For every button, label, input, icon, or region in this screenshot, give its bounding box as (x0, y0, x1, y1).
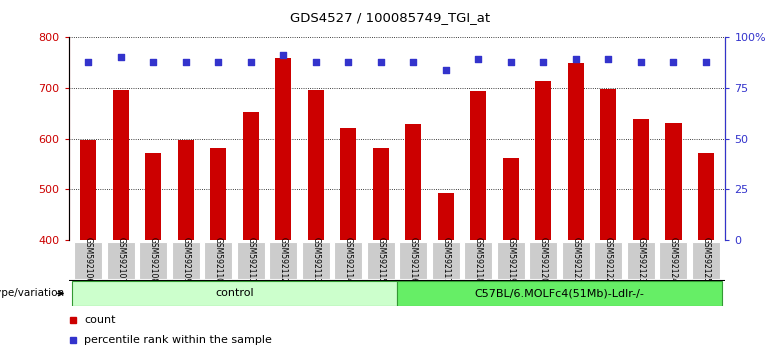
Bar (210, 148, 226, 240)
Text: GDS4527 / 100085749_TGI_at: GDS4527 / 100085749_TGI_at (290, 11, 490, 24)
Text: GSM592109: GSM592109 (181, 237, 190, 284)
Text: count: count (84, 315, 116, 325)
Point (407, 59, 420, 64)
Bar (112, 90, 129, 240)
Point (82, 59, 94, 64)
Point (310, 59, 322, 64)
Point (505, 59, 517, 64)
Text: GSM592120: GSM592120 (539, 237, 548, 284)
Text: GSM592112: GSM592112 (278, 238, 288, 283)
Bar (367, 242, 395, 279)
Text: GSM592115: GSM592115 (376, 237, 385, 284)
Bar (302, 242, 330, 279)
Text: GSM592108: GSM592108 (149, 237, 158, 284)
Bar (178, 140, 193, 240)
Bar (139, 242, 167, 279)
Text: GSM592124: GSM592124 (669, 237, 678, 284)
Text: percentile rank within the sample: percentile rank within the sample (84, 335, 272, 345)
Bar (237, 242, 264, 279)
Point (537, 59, 550, 64)
Point (440, 67, 452, 73)
Bar (307, 90, 324, 240)
Point (212, 59, 225, 64)
Point (115, 55, 127, 60)
Bar (665, 123, 682, 240)
Bar (432, 242, 459, 279)
Text: GSM592122: GSM592122 (604, 238, 613, 283)
Text: GSM592118: GSM592118 (473, 238, 483, 283)
Bar (80, 139, 96, 240)
Bar (172, 242, 200, 279)
Point (635, 59, 647, 64)
Bar (627, 242, 655, 279)
Text: GSM592113: GSM592113 (311, 237, 321, 284)
Text: C57BL/6.MOLFc4(51Mb)-Ldlr-/-: C57BL/6.MOLFc4(51Mb)-Ldlr-/- (475, 289, 644, 298)
Text: GSM592116: GSM592116 (409, 237, 418, 284)
Bar (659, 242, 687, 279)
Bar (497, 242, 525, 279)
Point (700, 59, 712, 64)
Bar (601, 90, 616, 240)
Bar (335, 242, 362, 279)
Point (472, 57, 484, 62)
Text: GSM592119: GSM592119 (506, 237, 516, 284)
Point (667, 59, 679, 64)
Bar (438, 193, 454, 240)
Bar (692, 242, 720, 279)
Bar (464, 242, 492, 279)
Bar (405, 124, 421, 240)
Text: GSM592125: GSM592125 (701, 237, 711, 284)
Bar (373, 148, 389, 240)
Bar (74, 242, 102, 279)
Bar (594, 242, 622, 279)
Text: GSM592123: GSM592123 (636, 237, 645, 284)
Bar (399, 242, 427, 279)
Text: GSM592107: GSM592107 (116, 237, 125, 284)
Bar (535, 81, 551, 240)
Bar (633, 119, 649, 240)
Text: GSM592110: GSM592110 (214, 237, 223, 284)
Bar (502, 158, 519, 240)
Bar (397, 281, 722, 306)
Bar (698, 153, 714, 240)
Bar (107, 242, 135, 279)
Point (342, 59, 354, 64)
Bar (562, 242, 590, 279)
Bar (72, 281, 397, 306)
Point (179, 59, 192, 64)
Bar (470, 91, 487, 240)
Bar (204, 242, 232, 279)
Bar (340, 128, 356, 240)
Text: genotype/variation: genotype/variation (0, 289, 65, 298)
Text: GSM592121: GSM592121 (571, 238, 580, 283)
Bar (275, 58, 292, 240)
Text: GSM592117: GSM592117 (441, 237, 450, 284)
Bar (269, 242, 297, 279)
Text: GSM592114: GSM592114 (344, 237, 353, 284)
Point (147, 59, 159, 64)
Point (244, 59, 257, 64)
Bar (243, 112, 259, 240)
Point (569, 57, 582, 62)
Bar (530, 242, 557, 279)
Text: GSM592106: GSM592106 (83, 237, 93, 284)
Point (277, 53, 289, 58)
Point (374, 59, 387, 64)
Text: control: control (215, 289, 254, 298)
Bar (568, 63, 584, 240)
Point (602, 57, 615, 62)
Text: GSM592111: GSM592111 (246, 238, 255, 283)
Bar (145, 153, 161, 240)
